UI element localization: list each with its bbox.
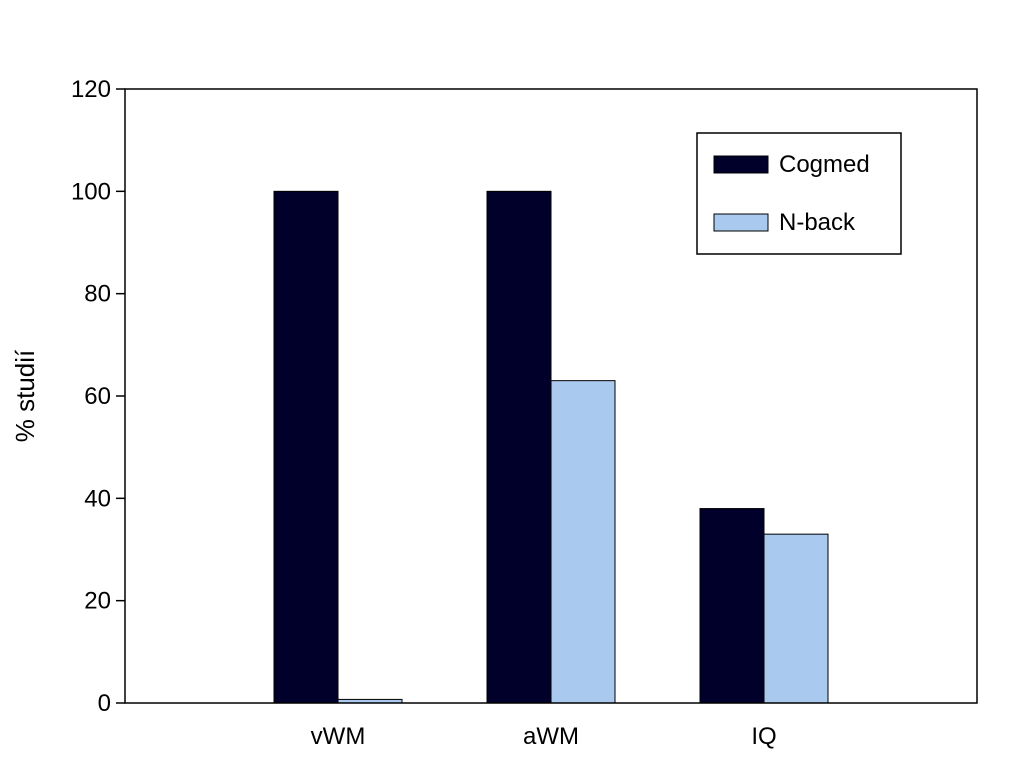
- y-tick-label: 0: [98, 690, 111, 717]
- bar-n-back-awm: [550, 380, 616, 704]
- x-tick-label: vWM: [311, 723, 366, 750]
- legend-swatch: [713, 155, 769, 174]
- legend-label: N-back: [779, 209, 856, 236]
- y-axis-ticks: 0 20 40 60 80 100 120: [71, 76, 125, 717]
- y-tick-label: 60: [84, 383, 111, 410]
- bar-cogmed-iq: [699, 508, 765, 704]
- y-axis-title: % studií: [10, 349, 40, 442]
- y-tick-label: 40: [84, 485, 111, 512]
- x-tick-label: aWM: [523, 723, 579, 750]
- bar-cogmed-awm: [486, 190, 552, 704]
- bar-cogmed-vwm: [273, 190, 339, 704]
- y-tick-label: 120: [71, 76, 111, 103]
- bar-n-back-iq: [763, 533, 829, 704]
- legend: Cogmed N-back: [696, 132, 902, 255]
- y-tick-label: 100: [71, 178, 111, 205]
- y-tick-label: 80: [84, 281, 111, 308]
- legend-swatch: [713, 213, 769, 232]
- legend-label: Cogmed: [779, 151, 870, 178]
- plot-area-frame: [124, 88, 978, 704]
- legend-box: [696, 132, 902, 255]
- x-axis-labels: vWM aWM IQ: [311, 723, 777, 750]
- x-tick-label: IQ: [751, 723, 776, 750]
- bars: [273, 190, 829, 704]
- y-tick-label: 20: [84, 588, 111, 615]
